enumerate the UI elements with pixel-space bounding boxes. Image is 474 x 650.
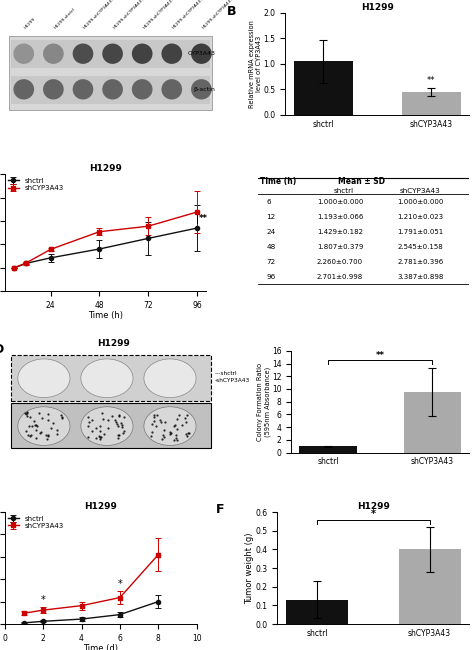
Ellipse shape: [81, 407, 133, 445]
Text: D: D: [0, 343, 4, 356]
Title: H1299: H1299: [361, 3, 394, 12]
Text: 96: 96: [266, 274, 275, 280]
Text: 3.387±0.898: 3.387±0.898: [397, 274, 444, 280]
Legend: shctrl, shCYP3A43: shctrl, shCYP3A43: [8, 515, 64, 529]
Ellipse shape: [43, 79, 64, 99]
Text: 48: 48: [266, 244, 275, 250]
Ellipse shape: [162, 79, 182, 99]
Ellipse shape: [191, 44, 212, 64]
Text: H1299-shCYP3A43-5#: H1299-shCYP3A43-5#: [201, 0, 238, 29]
Text: Mean ± SD: Mean ± SD: [338, 177, 385, 186]
Bar: [404, 392, 461, 452]
Text: **: **: [376, 351, 385, 359]
Text: *: *: [118, 579, 122, 589]
Text: H1299: H1299: [24, 16, 36, 29]
Bar: [286, 600, 348, 624]
Ellipse shape: [191, 79, 212, 99]
Y-axis label: Relative mRNA expression
level of CYP3A43: Relative mRNA expression level of CYP3A4…: [249, 20, 262, 108]
Text: shctrl: shctrl: [334, 188, 354, 194]
Text: 12: 12: [266, 214, 275, 220]
X-axis label: Time (d): Time (d): [83, 644, 118, 650]
Text: *: *: [371, 508, 376, 519]
Text: β-actin: β-actin: [193, 87, 215, 92]
Ellipse shape: [13, 44, 34, 64]
Text: -shCYP3A43: -shCYP3A43: [215, 378, 250, 383]
FancyBboxPatch shape: [11, 40, 210, 68]
Ellipse shape: [132, 79, 153, 99]
Text: 1.429±0.182: 1.429±0.182: [317, 229, 363, 235]
Ellipse shape: [73, 44, 93, 64]
Bar: [401, 92, 461, 115]
Ellipse shape: [144, 407, 196, 445]
Text: shCYP3A43: shCYP3A43: [400, 188, 440, 194]
Text: 2.260±0.700: 2.260±0.700: [317, 259, 363, 265]
Text: 1.000±0.000: 1.000±0.000: [317, 200, 364, 205]
Y-axis label: Colony Formation Ratio
(595nm Absorbance): Colony Formation Ratio (595nm Absorbance…: [257, 363, 271, 441]
Text: H1299: H1299: [97, 339, 130, 348]
Title: H1299: H1299: [89, 164, 122, 174]
Ellipse shape: [18, 359, 70, 398]
Ellipse shape: [13, 79, 34, 99]
Ellipse shape: [18, 407, 70, 445]
Legend: shctrl, shCYP3A43: shctrl, shCYP3A43: [8, 177, 64, 191]
Ellipse shape: [73, 79, 93, 99]
Ellipse shape: [43, 44, 64, 64]
Ellipse shape: [102, 79, 123, 99]
Title: H1299: H1299: [357, 502, 390, 512]
Text: 1.807±0.379: 1.807±0.379: [317, 244, 364, 250]
Ellipse shape: [81, 359, 133, 398]
Text: H1299-shCYP3A43-1#: H1299-shCYP3A43-1#: [83, 0, 120, 29]
Text: CYP3A43: CYP3A43: [187, 51, 215, 56]
Text: 2.701±0.998: 2.701±0.998: [317, 274, 363, 280]
Text: 1.000±0.000: 1.000±0.000: [397, 200, 444, 205]
Text: Time (h): Time (h): [260, 177, 296, 186]
Text: **: **: [427, 76, 436, 85]
Text: B: B: [227, 5, 236, 18]
Bar: [399, 549, 461, 624]
Bar: [294, 61, 353, 115]
Bar: [11, 403, 211, 448]
Ellipse shape: [144, 359, 196, 398]
Text: H1299-shCYP3A43-3#: H1299-shCYP3A43-3#: [142, 0, 179, 29]
Title: H1299: H1299: [84, 502, 117, 512]
FancyBboxPatch shape: [9, 36, 212, 110]
Bar: [11, 355, 211, 400]
Text: 1.791±0.051: 1.791±0.051: [397, 229, 444, 235]
Text: H1299-shCYP3A43-2#: H1299-shCYP3A43-2#: [113, 0, 149, 29]
Ellipse shape: [162, 44, 182, 64]
Text: 24: 24: [266, 229, 275, 235]
Text: **: **: [199, 214, 208, 223]
Text: H1299-shctrl: H1299-shctrl: [54, 6, 76, 29]
Ellipse shape: [132, 44, 153, 64]
FancyBboxPatch shape: [11, 76, 210, 103]
Ellipse shape: [102, 44, 123, 64]
Y-axis label: Tumor weight (g): Tumor weight (g): [245, 532, 254, 604]
Text: 2.545±0.158: 2.545±0.158: [397, 244, 443, 250]
Bar: [300, 446, 357, 452]
Text: 1.210±0.023: 1.210±0.023: [397, 214, 444, 220]
X-axis label: Time (h): Time (h): [88, 311, 123, 320]
Text: 6: 6: [266, 200, 271, 205]
Text: H1299-shCYP3A43-4#: H1299-shCYP3A43-4#: [172, 0, 209, 29]
Text: F: F: [216, 503, 224, 516]
Text: *: *: [41, 595, 46, 604]
Text: ---shctrl: ---shctrl: [215, 370, 237, 376]
Text: 2.781±0.396: 2.781±0.396: [397, 259, 444, 265]
Text: 1.193±0.066: 1.193±0.066: [317, 214, 364, 220]
Text: 72: 72: [266, 259, 275, 265]
